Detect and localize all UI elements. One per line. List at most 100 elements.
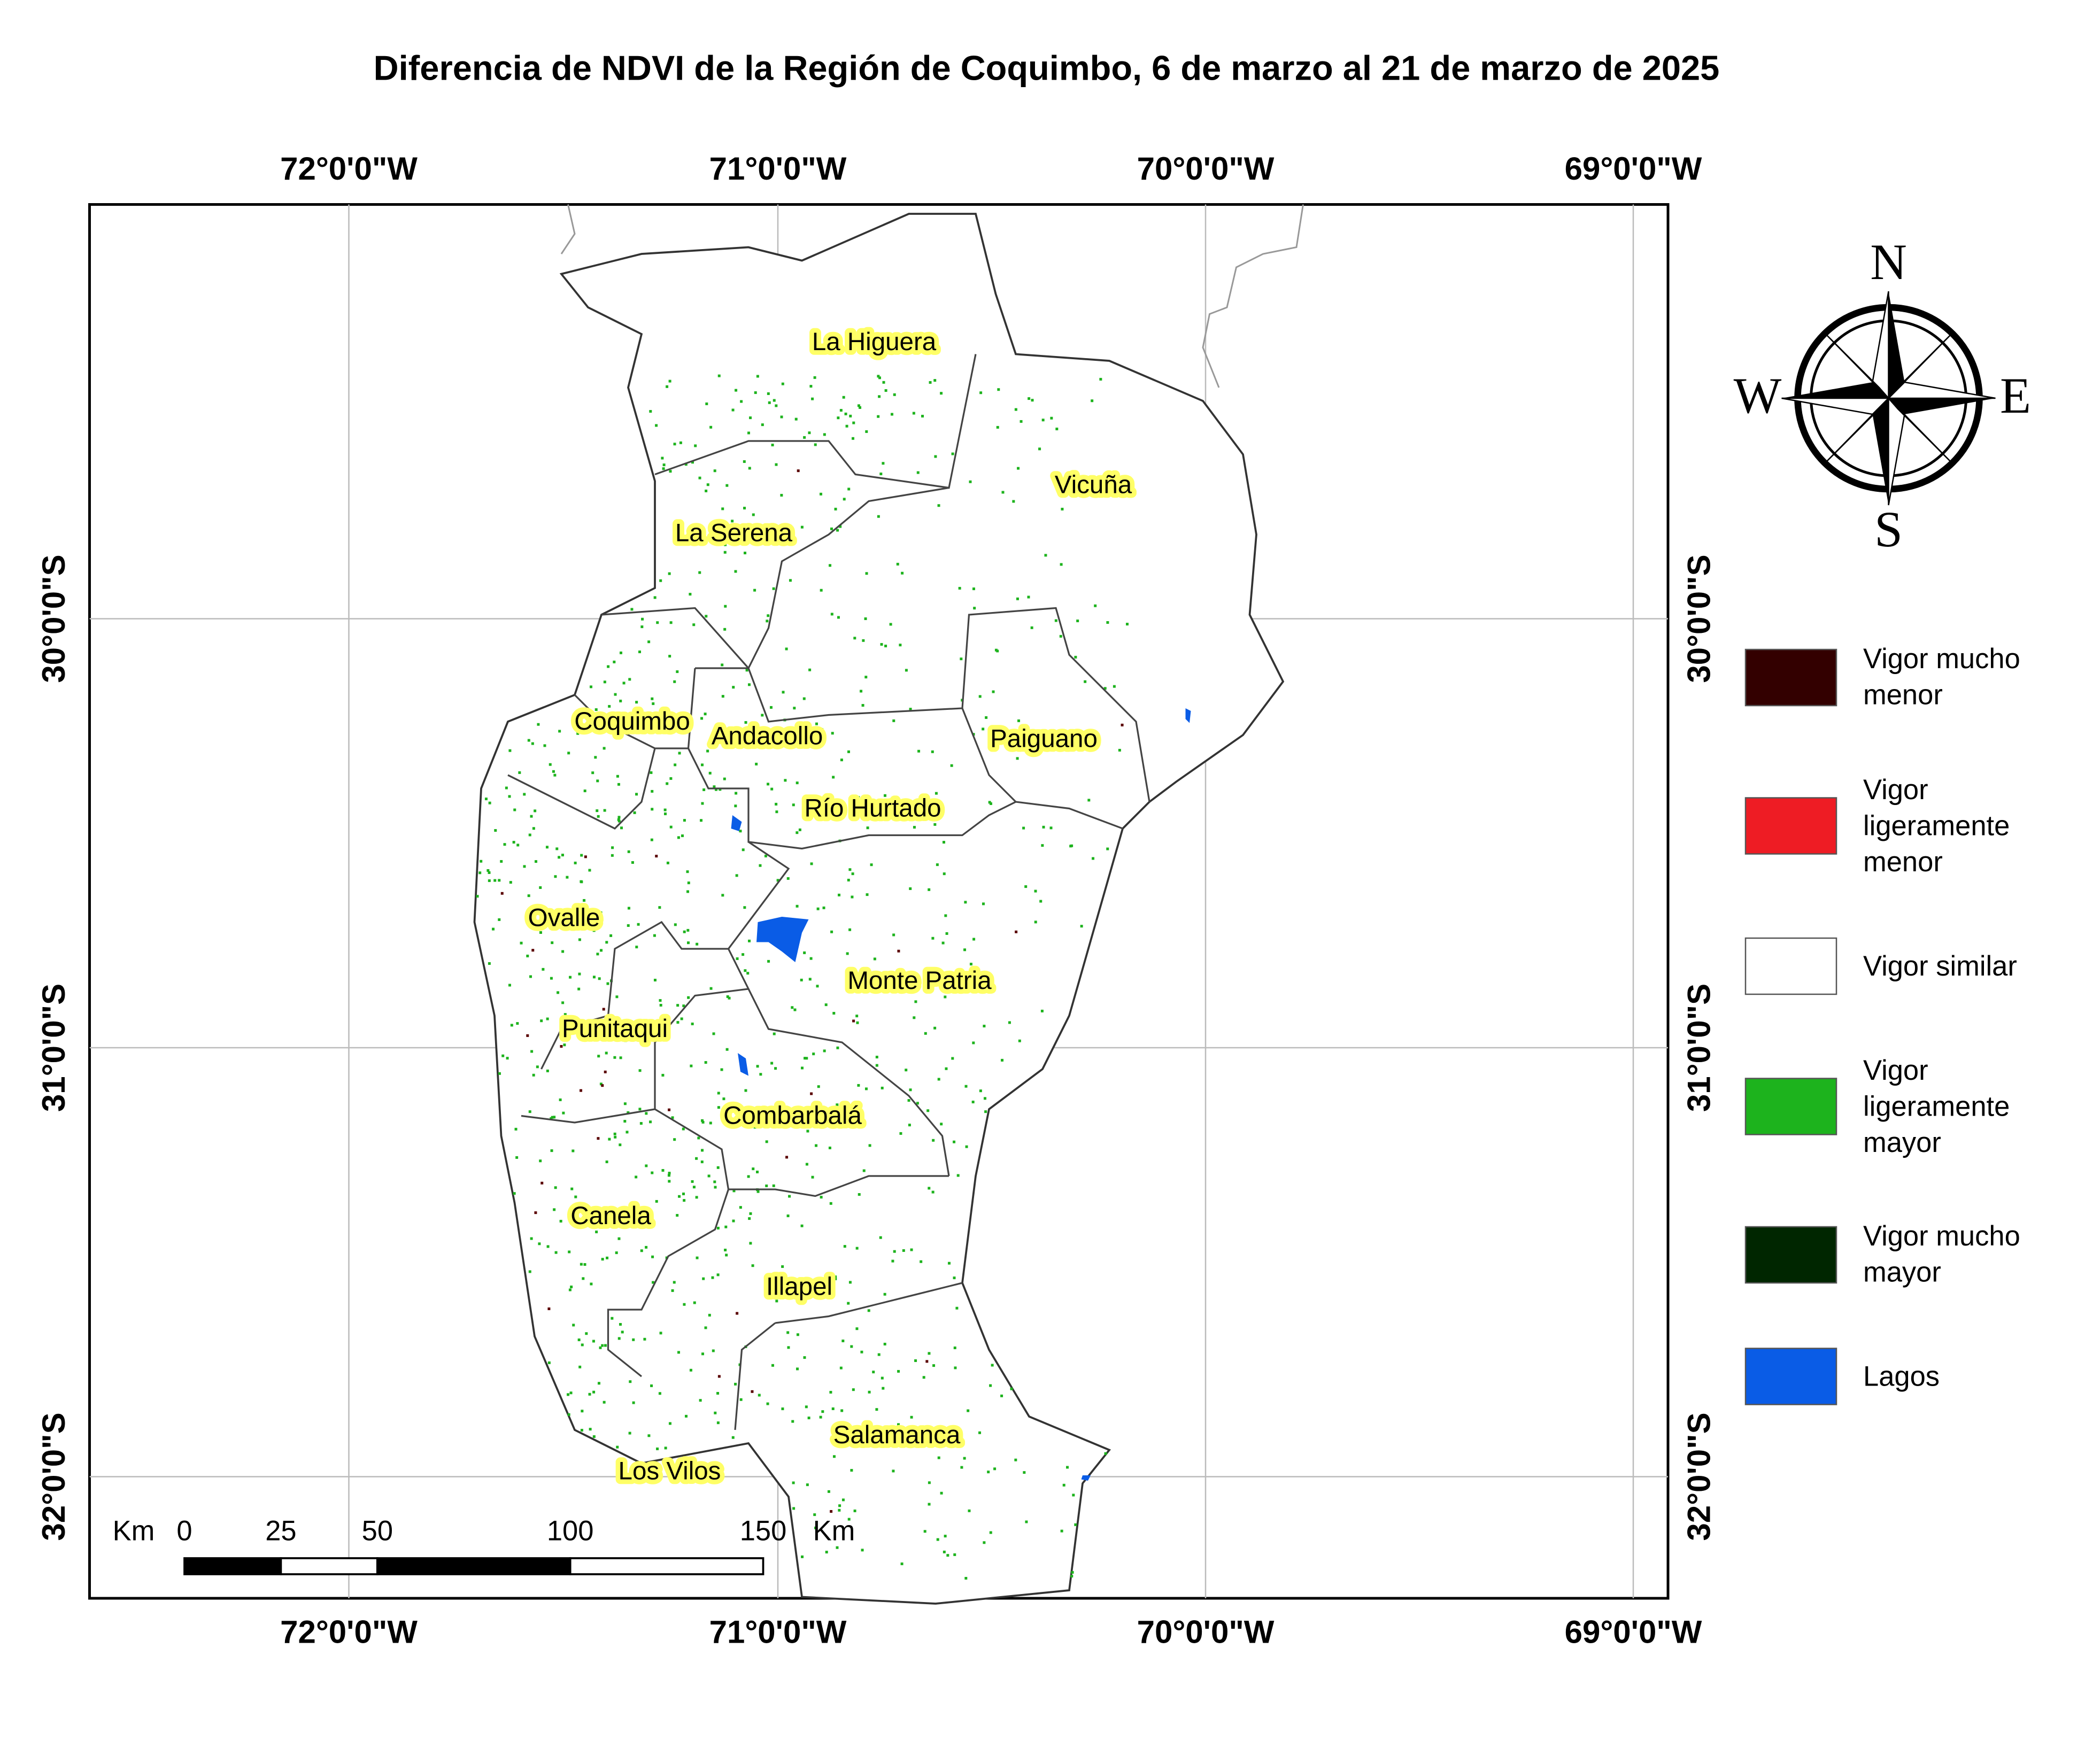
vegetation-pixel	[897, 949, 900, 953]
vegetation-pixel	[722, 726, 725, 729]
vegetation-pixel	[643, 1337, 646, 1341]
vegetation-pixel	[867, 1309, 870, 1312]
vegetation-pixel	[516, 1022, 519, 1025]
vegetation-pixel	[916, 471, 920, 474]
vegetation-pixel	[751, 1390, 754, 1393]
vegetation-pixel	[837, 616, 840, 619]
vegetation-pixel	[658, 1392, 661, 1395]
vegetation-pixel	[852, 1019, 855, 1023]
vegetation-pixel	[588, 1392, 591, 1396]
vegetation-pixel	[848, 1281, 852, 1284]
commune-label: Coquimbo	[574, 707, 690, 736]
vegetation-pixel	[701, 1149, 704, 1152]
vegetation-pixel	[509, 881, 512, 884]
vegetation-pixel	[630, 608, 634, 611]
vegetation-pixel	[846, 952, 849, 955]
vegetation-pixel	[1085, 493, 1088, 497]
vegetation-pixel	[607, 1225, 610, 1228]
vegetation-pixel	[582, 1277, 585, 1280]
vegetation-pixel	[756, 375, 759, 378]
vegetation-pixel	[640, 625, 644, 629]
vegetation-pixel	[1023, 1471, 1026, 1474]
vegetation-pixel	[716, 1391, 720, 1395]
vegetation-pixel	[651, 1255, 654, 1258]
latitude-label: 30°0'0"S	[36, 554, 72, 683]
vegetation-pixel	[765, 1184, 768, 1187]
vegetation-pixel	[557, 991, 560, 994]
vegetation-pixel	[781, 1285, 784, 1288]
vegetation-pixel	[931, 750, 934, 753]
vegetation-pixel	[770, 1062, 774, 1065]
vegetation-pixel	[667, 1174, 670, 1177]
vegetation-pixel	[686, 929, 690, 932]
vegetation-pixel	[862, 1169, 866, 1172]
legend-label: Vigor ligeramente menor	[1863, 774, 2010, 878]
vegetation-pixel	[532, 827, 535, 830]
vegetation-pixel	[668, 572, 671, 575]
vegetation-pixel	[674, 763, 677, 767]
vegetation-pixel	[940, 392, 943, 395]
vegetation-pixel	[759, 864, 762, 867]
vegetation-pixel	[843, 1245, 846, 1248]
vegetation-pixel	[822, 906, 825, 909]
vegetation-pixel	[652, 702, 655, 705]
vegetation-pixel	[613, 1056, 616, 1059]
vegetation-pixel	[1074, 1523, 1077, 1526]
vegetation-pixel	[877, 515, 880, 518]
vegetation-pixel	[759, 1073, 762, 1076]
vegetation-pixel	[776, 879, 779, 882]
vegetation-pixel	[1034, 920, 1037, 924]
vegetation-pixel	[722, 1097, 725, 1101]
vegetation-pixel	[856, 1021, 859, 1024]
vegetation-pixel	[860, 690, 863, 693]
vegetation-pixel	[866, 893, 869, 896]
vegetation-pixel	[671, 1289, 674, 1292]
vegetation-pixel	[578, 972, 581, 976]
vegetation-pixel	[749, 1242, 752, 1245]
vegetation-pixel	[847, 1302, 850, 1305]
vegetation-pixel	[950, 764, 953, 767]
vegetation-pixel	[775, 404, 778, 407]
vegetation-pixel	[652, 1281, 655, 1284]
vegetation-pixel	[706, 749, 709, 753]
vegetation-pixel	[1049, 826, 1053, 830]
vegetation-pixel	[969, 480, 972, 483]
vegetation-pixel	[963, 948, 967, 951]
vegetation-pixel	[671, 1116, 674, 1119]
vegetation-pixel	[755, 762, 758, 765]
vegetation-pixel	[828, 1146, 831, 1149]
vegetation-pixel	[694, 444, 697, 447]
vegetation-pixel	[682, 1127, 685, 1131]
vegetation-pixel	[676, 1214, 679, 1217]
vegetation-pixel	[558, 730, 561, 733]
vegetation-pixel	[498, 879, 501, 882]
vegetation-pixel	[1039, 900, 1042, 903]
vegetation-pixel	[633, 811, 636, 814]
vegetation-pixel	[973, 607, 976, 610]
scale-segment	[376, 1557, 572, 1575]
vegetation-pixel	[626, 1131, 629, 1134]
legend-swatch	[1744, 937, 1837, 995]
vegetation-pixel	[1016, 597, 1019, 600]
vegetation-pixel	[585, 1332, 588, 1335]
vegetation-pixel	[701, 802, 704, 805]
vegetation-pixel	[693, 1301, 696, 1304]
vegetation-pixel	[862, 639, 865, 642]
vegetation-pixel	[967, 1409, 970, 1412]
vegetation-pixel	[530, 815, 533, 818]
vegetation-pixel	[884, 389, 887, 392]
vegetation-pixel	[551, 941, 554, 945]
vegetation-pixel	[796, 782, 799, 785]
longitude-label: 71°0'0"W	[709, 1614, 847, 1650]
vegetation-pixel	[821, 728, 824, 731]
vegetation-pixel	[700, 717, 704, 720]
vegetation-pixel	[761, 423, 764, 427]
vegetation-pixel	[580, 854, 583, 857]
vegetation-pixel	[827, 1490, 830, 1493]
scale-tick-label: 25	[265, 1515, 296, 1546]
boundary	[747, 988, 950, 1177]
vegetation-pixel	[712, 1349, 715, 1352]
vegetation-pixel	[868, 1390, 871, 1394]
vegetation-pixel	[864, 676, 868, 679]
